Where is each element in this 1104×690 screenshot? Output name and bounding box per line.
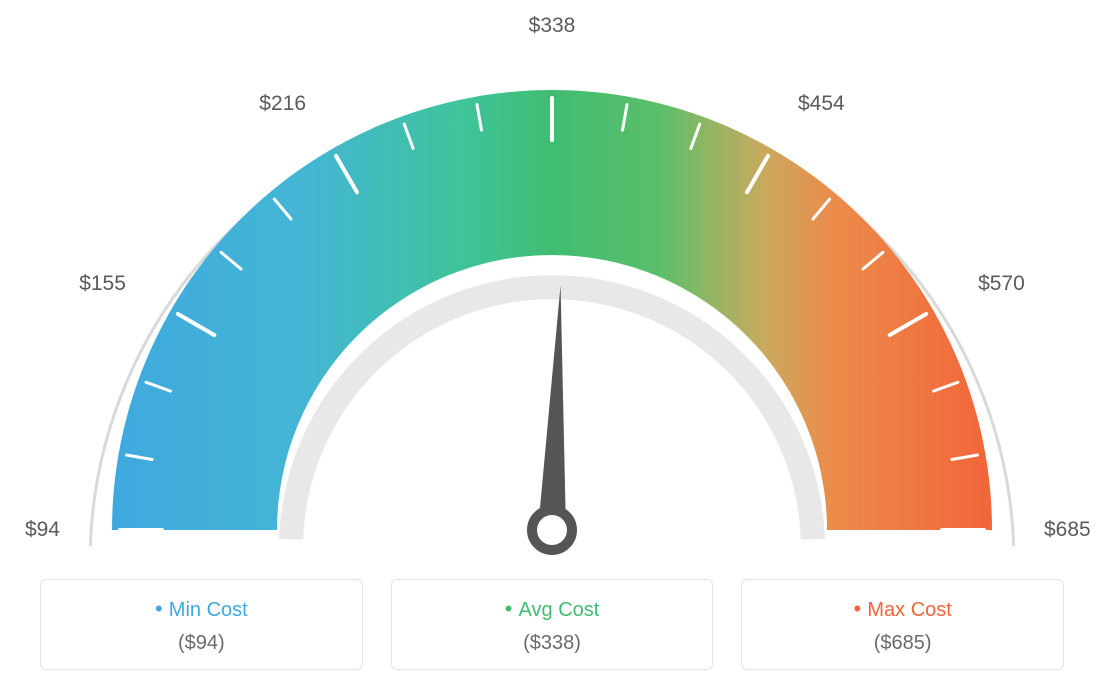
tick-label: $94 <box>25 518 60 542</box>
tick-label: $454 <box>798 92 845 116</box>
legend-min-value: ($94) <box>51 632 352 655</box>
legend-avg-value: ($338) <box>402 632 703 655</box>
legend-min: Min Cost ($94) <box>40 579 363 670</box>
tick-label: $570 <box>978 272 1025 296</box>
legend-row: Min Cost ($94) Avg Cost ($338) Max Cost … <box>40 579 1064 670</box>
tick-label: $216 <box>259 92 306 116</box>
tick-label: $338 <box>529 14 576 38</box>
legend-max: Max Cost ($685) <box>741 579 1064 670</box>
needle <box>532 285 572 550</box>
legend-avg: Avg Cost ($338) <box>391 579 714 670</box>
gauge-chart-container: $94 $155 $216 $338 $454 $570 $685 Min Cost ($9… <box>0 0 1104 690</box>
legend-avg-label: Avg Cost <box>402 596 703 622</box>
legend-max-value: ($685) <box>752 632 1053 655</box>
legend-min-label: Min Cost <box>51 596 352 622</box>
gauge-area: $94 $155 $216 $338 $454 $570 $685 <box>0 10 1104 570</box>
legend-max-label: Max Cost <box>752 596 1053 622</box>
tick-label: $155 <box>79 272 126 296</box>
gauge-svg <box>0 10 1104 570</box>
tick-label: $685 <box>1044 518 1091 542</box>
